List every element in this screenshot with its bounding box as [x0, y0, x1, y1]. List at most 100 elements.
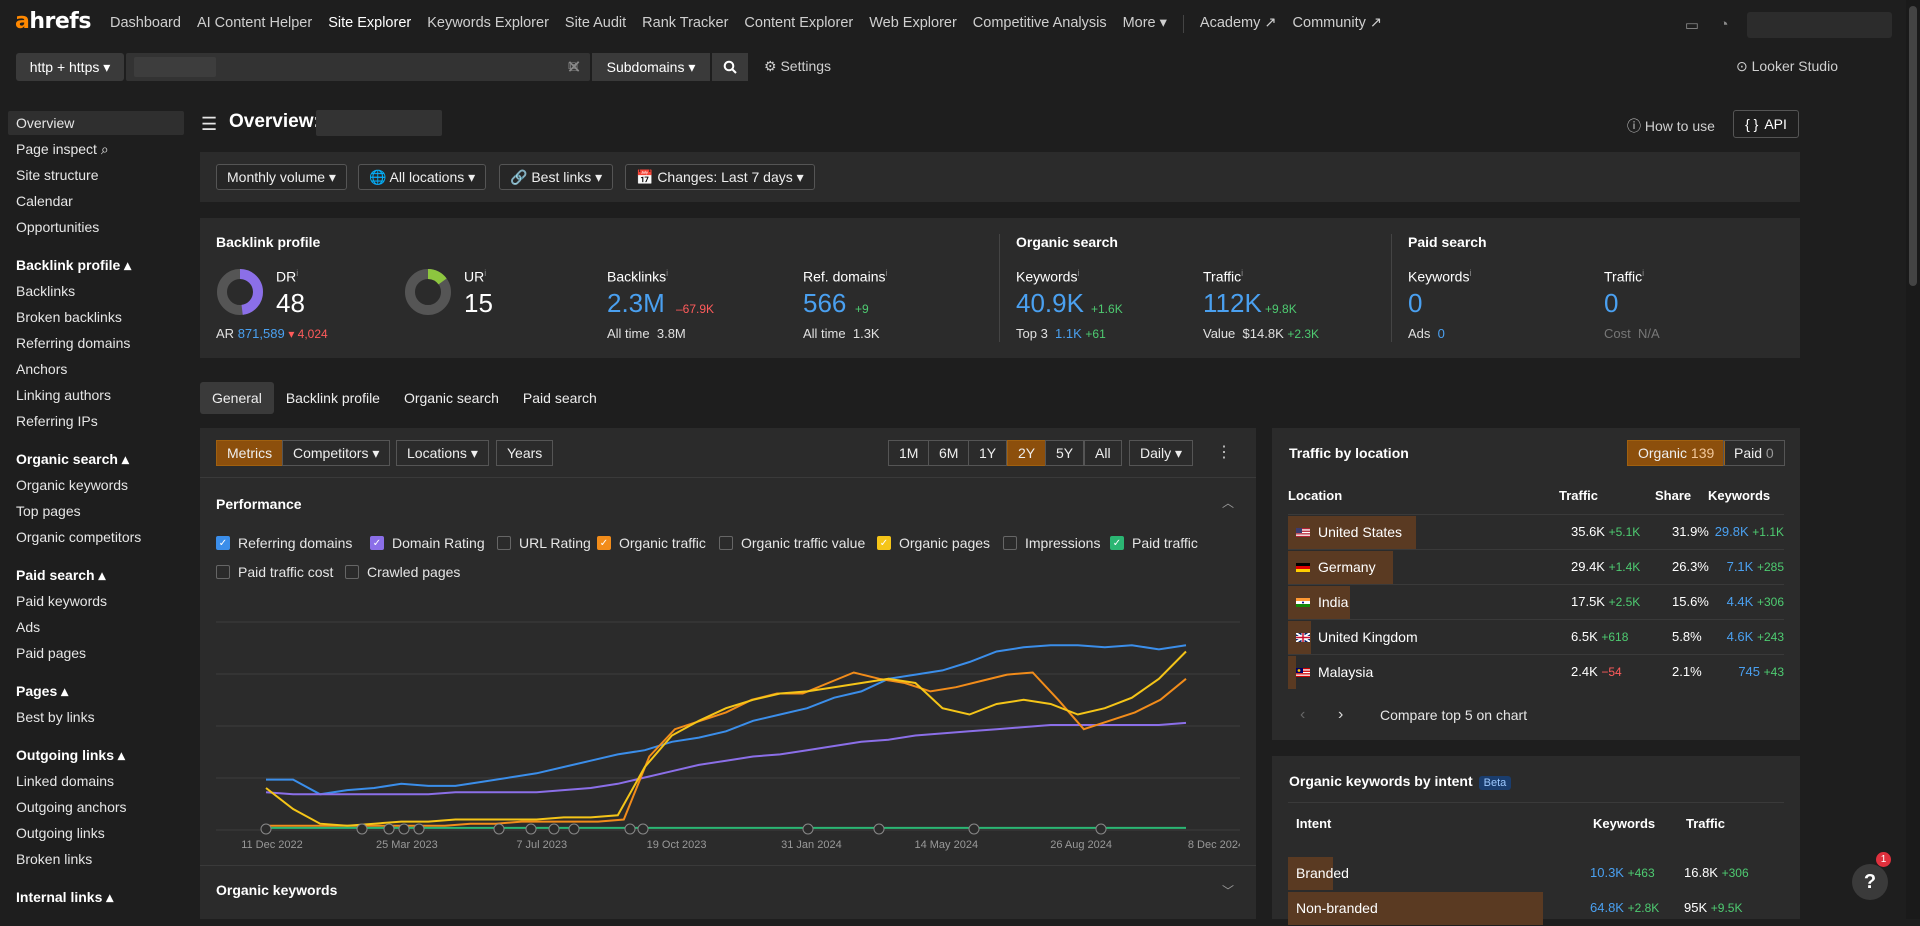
sidebar-item-page-inspect[interactable]: Page inspect ⌕	[16, 141, 109, 157]
country-name[interactable]: Malaysia	[1318, 664, 1374, 680]
locations-dropdown[interactable]: Locations ▾	[396, 440, 489, 466]
sidebar-section-pages[interactable]: Pages ▴	[16, 683, 69, 699]
nav-site-explorer[interactable]: Site Explorer	[328, 15, 412, 31]
credits-gauge-icon[interactable]: ◔	[1719, 16, 1729, 33]
range-2y[interactable]: 2Y	[1007, 440, 1047, 466]
sidebar-item-paid-keywords[interactable]: Paid keywords	[16, 593, 108, 609]
sidebar-item-opportunities[interactable]: Opportunities	[16, 219, 100, 235]
nav-web-explorer[interactable]: Web Explorer	[869, 15, 957, 31]
performance-chart[interactable]: 11 Dec 2022 25 Mar 2023 7 Jul 2023 19 Oct 2…	[216, 612, 1240, 852]
refdomains-value[interactable]: 566	[803, 288, 847, 318]
col-intent-keywords[interactable]: Keywords	[1593, 816, 1656, 831]
sidebar-item-calendar[interactable]: Calendar	[16, 193, 73, 209]
country-name[interactable]: United States	[1318, 524, 1403, 540]
col-intent-traffic[interactable]: Traffic	[1686, 816, 1726, 831]
intent-row[interactable]: Branded 10.3K +463 16.8K +306	[1288, 856, 1784, 891]
sidebar-item-paid-pages[interactable]: Paid pages	[16, 645, 87, 661]
range-6m[interactable]: 6M	[928, 440, 970, 466]
sidebar-item-outgoing-anchors[interactable]: Outgoing anchors	[16, 799, 127, 815]
sidebar-section-internal-links[interactable]: Internal links ▴	[16, 889, 114, 905]
sidebar-section-organic-search[interactable]: Organic search ▴	[16, 451, 129, 467]
api-button[interactable]: { } API	[1733, 110, 1799, 138]
ahrefs-logo[interactable]: ahrefs	[15, 9, 91, 34]
nav-content-explorer[interactable]: Content Explorer	[744, 15, 854, 31]
sidebar-item-broken-backlinks[interactable]: Broken backlinks	[16, 309, 122, 325]
expand-icon[interactable]: ﹀	[1222, 884, 1235, 898]
country-name[interactable]: India	[1318, 594, 1349, 610]
nav-competitive-analysis[interactable]: Competitive Analysis	[972, 15, 1107, 31]
competitors-dropdown[interactable]: Competitors ▾	[282, 440, 391, 466]
country-name[interactable]: Germany	[1318, 559, 1376, 575]
sidebar-item-backlinks[interactable]: Backlinks	[16, 283, 76, 299]
col-intent[interactable]: Intent	[1296, 816, 1332, 831]
metric-checkbox-referring-domains[interactable]: ✓ Referring domains	[216, 535, 352, 551]
help-button[interactable]: ?	[1852, 864, 1888, 900]
country-name[interactable]: United Kingdom	[1318, 629, 1418, 645]
col-keywords[interactable]: Keywords	[1708, 488, 1771, 503]
nav-ai-content-helper[interactable]: AI Content Helper	[196, 15, 313, 31]
sidebar-item-organic-competitors[interactable]: Organic competitors	[16, 529, 142, 545]
granularity-dropdown[interactable]: Daily ▾	[1129, 440, 1194, 466]
update-marker[interactable]	[413, 823, 425, 835]
mode-select[interactable]: Subdomains ▾	[592, 53, 710, 81]
metrics-tab[interactable]: Metrics	[216, 440, 284, 466]
organic-toggle[interactable]: Organic 139	[1627, 440, 1726, 466]
sidebar-item-outgoing-links[interactable]: Outgoing links	[16, 825, 105, 841]
nav-community[interactable]: Community ↗	[1292, 15, 1383, 31]
range-all[interactable]: All	[1084, 440, 1122, 466]
update-marker[interactable]	[624, 823, 636, 835]
location-row[interactable]: United States 35.6K +5.1K 29.8K +1.1K 31.9%	[1288, 514, 1784, 549]
sidebar-section-paid-search[interactable]: Paid search ▴	[16, 567, 106, 583]
sidebar-section-outgoing-links[interactable]: Outgoing links ▴	[16, 747, 125, 763]
col-share[interactable]: Share	[1655, 488, 1692, 503]
organic-traffic-value[interactable]: 112K	[1203, 288, 1262, 318]
tab-organic-search[interactable]: Organic search	[403, 390, 499, 406]
nav-academy[interactable]: Academy ↗	[1199, 15, 1277, 31]
paid-toggle[interactable]: Paid 0	[1723, 440, 1785, 466]
series-line-referring-domains[interactable]	[266, 644, 1187, 796]
update-marker[interactable]	[356, 823, 368, 835]
sidebar-item-referring-ips[interactable]: Referring IPs	[16, 413, 98, 429]
locations-filter[interactable]: 🌐 All locations ▾	[358, 164, 487, 190]
nav-dashboard[interactable]: Dashboard	[110, 15, 181, 31]
next-page-icon[interactable]: ›	[1338, 706, 1344, 723]
sidebar-item-anchors[interactable]: Anchors	[16, 361, 68, 377]
compare-top5-link[interactable]: Compare top 5 on chart	[1380, 707, 1528, 723]
range-1y[interactable]: 1Y	[968, 440, 1008, 466]
sidebar-section-backlink-profile[interactable]: Backlink profile ▴	[16, 257, 132, 273]
nav-keywords-explorer[interactable]: Keywords Explorer	[427, 15, 549, 31]
metric-checkbox-domain-rating[interactable]: ✓ Domain Rating	[370, 535, 485, 551]
sidebar-item-overview[interactable]: Overview	[8, 111, 184, 135]
sidebar-item-linked-domains[interactable]: Linked domains	[16, 773, 115, 789]
update-marker[interactable]	[493, 823, 505, 835]
protocol-select[interactable]: http + https ▾	[16, 53, 124, 81]
update-marker[interactable]	[968, 823, 980, 835]
more-options-icon[interactable]: ⋮	[1216, 444, 1232, 461]
update-marker[interactable]	[568, 823, 580, 835]
metric-checkbox-url-rating[interactable]: URL Rating	[497, 535, 591, 551]
metric-checkbox-paid-traffic-cost[interactable]: Paid traffic cost	[216, 564, 333, 580]
update-marker[interactable]	[802, 823, 814, 835]
sidebar-item-best-by-links[interactable]: Best by links	[16, 709, 95, 725]
update-marker[interactable]	[525, 823, 537, 835]
external-link-icon[interactable]: ⧉	[568, 58, 578, 74]
looker-studio-link[interactable]: ⊙ Looker Studio	[1735, 58, 1838, 74]
sidebar-item-organic-keywords[interactable]: Organic keywords	[16, 477, 129, 493]
metric-checkbox-organic-traffic-value[interactable]: Organic traffic value	[719, 535, 865, 551]
update-marker[interactable]	[260, 823, 272, 835]
sidebar-item-linking-authors[interactable]: Linking authors	[16, 387, 111, 403]
intent-row[interactable]: Non-branded 64.8K +2.8K 95K +9.5K	[1288, 891, 1784, 926]
tab-backlink-profile[interactable]: Backlink profile	[285, 390, 380, 406]
collapse-icon[interactable]: ︿	[1222, 496, 1235, 510]
search-button[interactable]	[712, 53, 748, 81]
location-row[interactable]: Germany 29.4K +1.4K 7.1K +285 26.3%	[1288, 549, 1784, 584]
col-traffic[interactable]: Traffic	[1559, 488, 1599, 503]
update-marker[interactable]	[548, 823, 560, 835]
series-line-domain-rating[interactable]	[265, 721, 1187, 796]
settings-button[interactable]: ⚙ Settings	[764, 58, 832, 74]
sidebar-item-top-pages[interactable]: Top pages	[16, 503, 81, 519]
how-to-use-link[interactable]: ⓘ How to use	[1627, 118, 1715, 134]
metric-checkbox-organic-traffic[interactable]: ✓ Organic traffic	[597, 535, 706, 551]
target-url-input[interactable]: ⧉	[126, 53, 590, 81]
paid-keywords-value[interactable]: 0	[1408, 288, 1423, 318]
